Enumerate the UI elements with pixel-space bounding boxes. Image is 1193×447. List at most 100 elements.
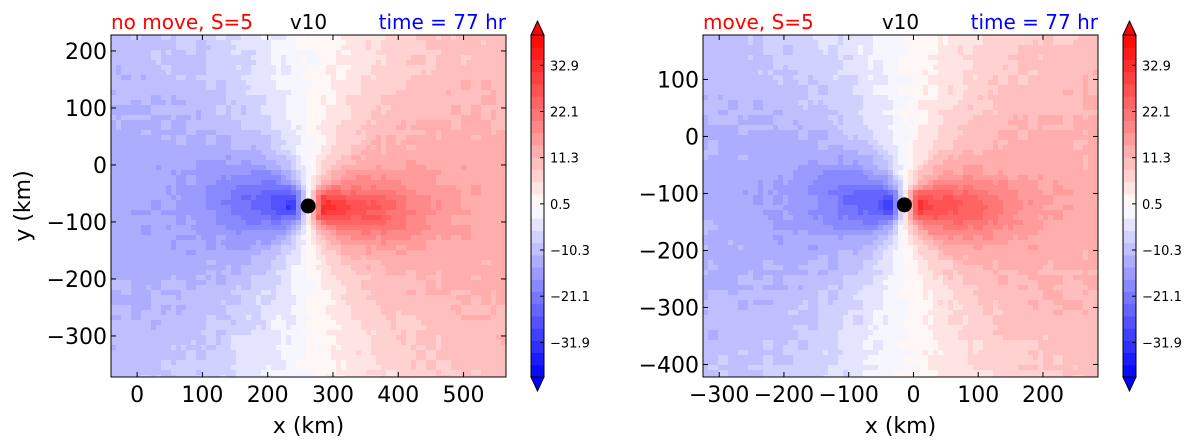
heatmap-cell <box>486 50 492 56</box>
heatmap-cell <box>501 155 506 161</box>
heatmap-cell <box>271 55 277 61</box>
heatmap-cell <box>351 120 357 126</box>
heatmap-cell <box>361 160 367 166</box>
heatmap-cell <box>281 225 287 231</box>
heatmap-cell <box>456 130 462 136</box>
heatmap-cell <box>261 100 267 106</box>
heatmap-cell <box>111 90 117 96</box>
heatmap-cell <box>181 340 187 346</box>
heatmap-cell <box>376 125 382 131</box>
heatmap-cell <box>176 235 182 241</box>
heatmap-cell <box>226 290 232 296</box>
heatmap-cell <box>351 215 357 221</box>
heatmap-cell <box>236 290 242 296</box>
heatmap-cell <box>356 110 362 116</box>
heatmap-cell <box>191 225 197 231</box>
heatmap-cell <box>231 145 237 151</box>
heatmap-cell <box>371 55 377 61</box>
heatmap-cell <box>331 45 337 51</box>
heatmap-cell <box>346 240 352 246</box>
heatmap-cell <box>436 235 442 241</box>
heatmap-cell <box>336 215 342 221</box>
heatmap-cell <box>156 80 162 86</box>
heatmap-cell <box>161 60 167 66</box>
heatmap-cell <box>396 255 402 261</box>
heatmap-cell <box>331 285 337 291</box>
heatmap-cell <box>166 350 172 356</box>
heatmap-cell <box>356 330 362 336</box>
heatmap-cell <box>496 230 502 236</box>
heatmap-cell <box>156 185 162 191</box>
heatmap-cell <box>266 120 272 126</box>
heatmap-cell <box>151 320 157 326</box>
heatmap-cell <box>361 115 367 121</box>
heatmap-cell <box>431 135 437 141</box>
heatmap-cell <box>426 50 432 56</box>
heatmap-cell <box>336 285 342 291</box>
heatmap-cell <box>286 210 292 216</box>
heatmap-cell <box>331 300 337 306</box>
heatmap-cell <box>396 135 402 141</box>
heatmap-cell <box>321 325 327 331</box>
heatmap-cell <box>216 255 222 261</box>
heatmap-cell <box>111 130 117 136</box>
heatmap-cell <box>466 80 472 86</box>
heatmap-cell <box>481 130 487 136</box>
heatmap-cell <box>246 230 252 236</box>
heatmap-cell <box>126 200 132 206</box>
heatmap-cell <box>246 185 252 191</box>
heatmap-cell <box>381 160 387 166</box>
heatmap-cell <box>366 75 372 81</box>
heatmap-cell <box>486 60 492 66</box>
heatmap-cell <box>226 110 232 116</box>
heatmap-cell <box>266 130 272 136</box>
heatmap-cell <box>241 100 247 106</box>
heatmap-cell <box>386 80 392 86</box>
heatmap-cell <box>271 210 277 216</box>
heatmap-cell <box>501 265 506 271</box>
heatmap-cell <box>376 300 382 306</box>
heatmap-cell <box>126 300 132 306</box>
heatmap-cell <box>121 180 127 186</box>
heatmap-cell <box>156 160 162 166</box>
heatmap-cell <box>401 275 407 281</box>
heatmap-cell <box>451 255 457 261</box>
heatmap-cell <box>216 130 222 136</box>
heatmap-cell <box>266 310 272 316</box>
heatmap-cell <box>476 160 482 166</box>
heatmap-cell <box>131 220 137 226</box>
heatmap-cell <box>131 145 137 151</box>
heatmap-cell <box>406 105 412 111</box>
heatmap-cell <box>196 215 202 221</box>
heatmap-cell <box>286 260 292 266</box>
heatmap-cell <box>421 55 427 61</box>
heatmap-cell <box>156 150 162 156</box>
heatmap-cell <box>321 340 327 346</box>
heatmap-cell <box>306 35 312 41</box>
heatmap-cell <box>251 265 257 271</box>
heatmap-cell <box>376 320 382 326</box>
heatmap-cell <box>156 45 162 51</box>
heatmap-cell <box>241 95 247 101</box>
heatmap-cell <box>421 80 427 86</box>
heatmap-cell <box>236 105 242 111</box>
heatmap-cell <box>216 320 222 326</box>
heatmap-cell <box>171 325 177 331</box>
heatmap-cell <box>501 315 506 321</box>
heatmap-cell <box>421 195 427 201</box>
heatmap-cell <box>271 135 277 141</box>
heatmap-cell <box>346 65 352 71</box>
heatmap-cell <box>176 105 182 111</box>
heatmap-cell <box>291 70 297 76</box>
heatmap-cell <box>436 150 442 156</box>
heatmap-cell <box>176 300 182 306</box>
heatmap-cell <box>311 105 317 111</box>
heatmap-cell <box>121 220 127 226</box>
heatmap-cell <box>491 240 497 246</box>
heatmap-cell <box>436 115 442 121</box>
heatmap-cell <box>396 205 402 211</box>
heatmap-cell <box>466 325 472 331</box>
heatmap-cell <box>211 255 217 261</box>
heatmap-cell <box>216 150 222 156</box>
heatmap-cell <box>471 250 477 256</box>
